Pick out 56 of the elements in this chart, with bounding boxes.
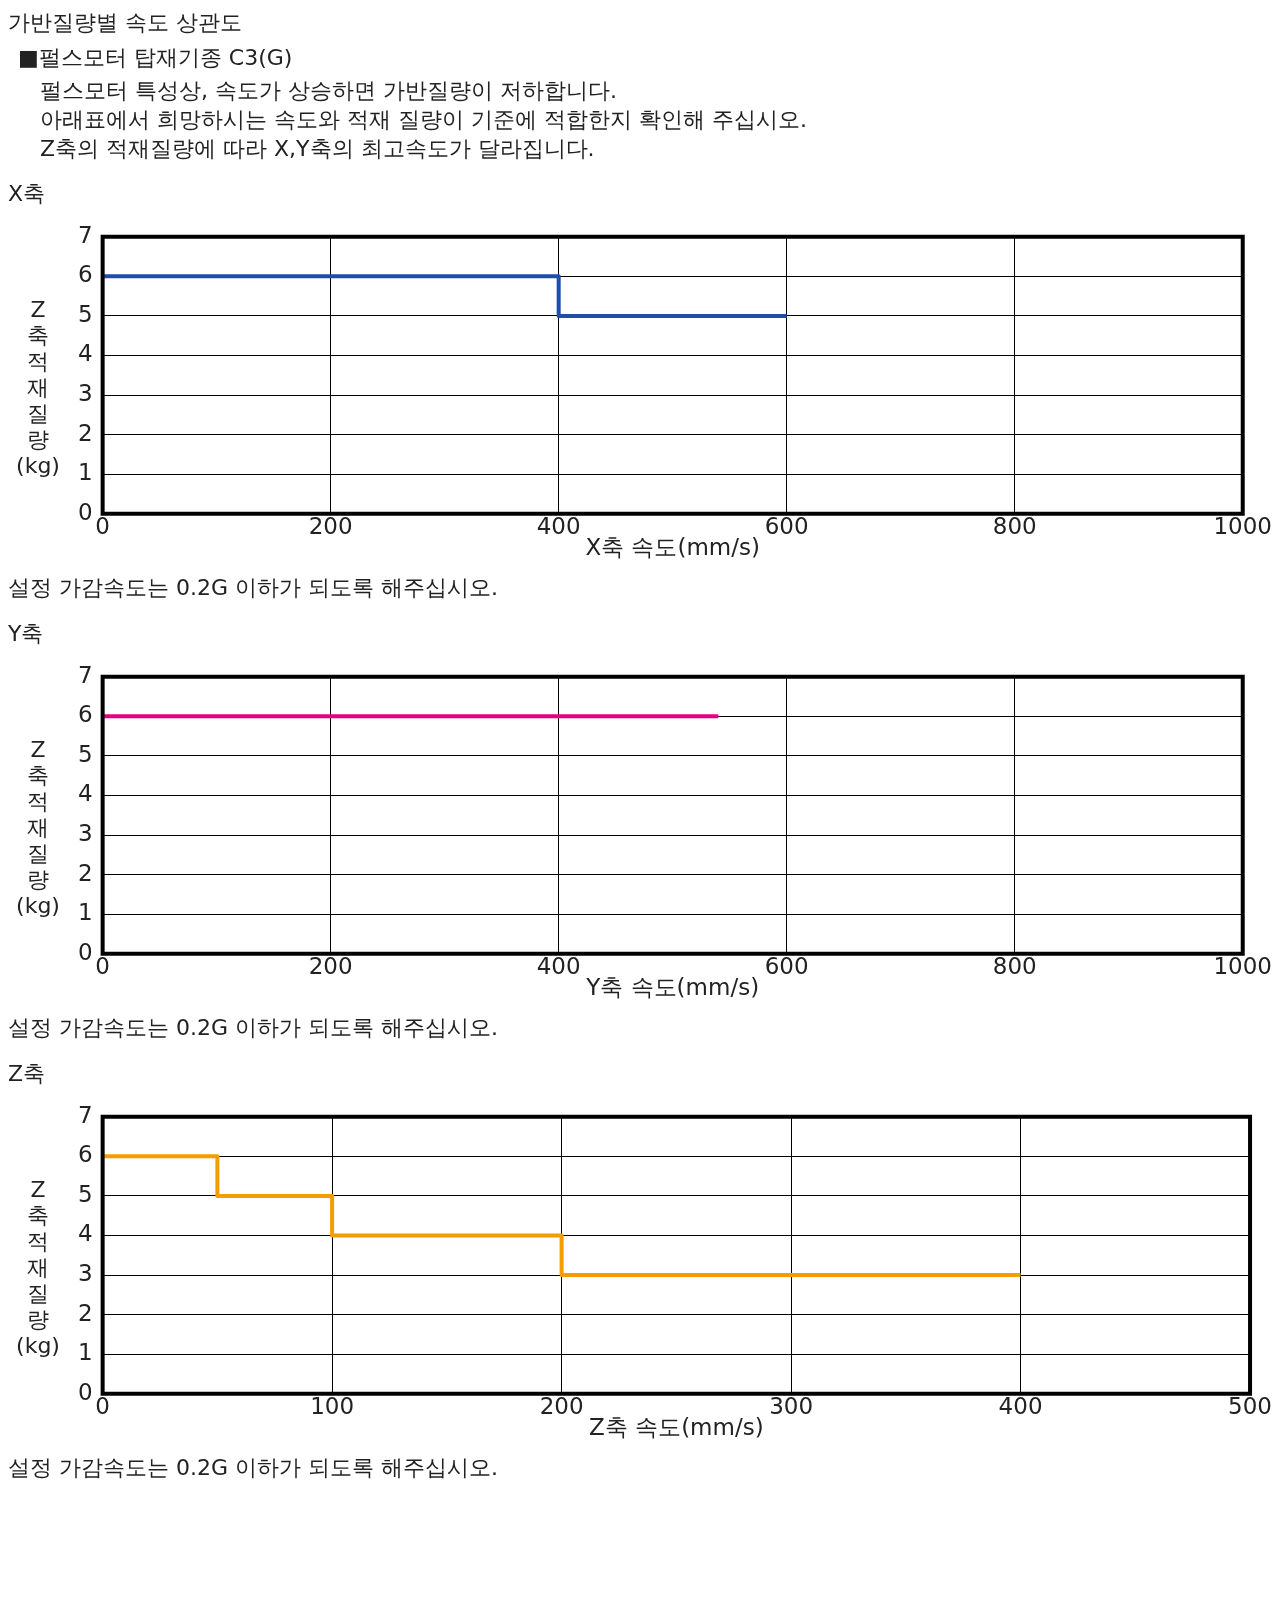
y-tick-label: 1 (77, 459, 93, 486)
x-tick-label: 600 (764, 952, 809, 979)
text: 설정 가감속도는 0.2G 이하가 되도록 해주십시오. (8, 1014, 499, 1042)
x-tick-label: 800 (992, 952, 1037, 979)
y-tick-label: 2 (77, 419, 93, 446)
y-tick-label: 1 (77, 899, 93, 926)
y-tick-label: 3 (77, 1260, 93, 1287)
y-tick-label: 5 (77, 300, 93, 327)
x-tick-label: 400 (998, 1392, 1043, 1419)
x-tick-label: 200 (308, 512, 353, 539)
y-tick-label: 6 (77, 261, 93, 288)
y-tick-label: 4 (77, 1220, 93, 1247)
y-tick-label: 3 (77, 380, 93, 407)
x-tick-label: 1000 (1213, 952, 1273, 979)
y-axis-title: Z축적재질량(kg) (16, 737, 60, 919)
x-axis-title: X축 속도(mm/s) (585, 534, 760, 561)
y-tick-label: 4 (77, 780, 93, 807)
x-tick-label: 200 (539, 1392, 584, 1419)
y-axis-title: Z축적재질량(kg) (16, 297, 60, 479)
text: 설정 가감속도는 0.2G 이하가 되도록 해주십시오. (8, 1454, 499, 1482)
y-tick-label: 7 (77, 1101, 93, 1128)
chart-title: X축 (8, 180, 47, 208)
text: 펄스모터 특성상, 속도가 상승하면 가반질량이 저하합니다. (40, 77, 618, 105)
text: 설정 가감속도는 0.2G 이하가 되도록 해주십시오. (8, 574, 499, 602)
x-tick-label: 1000 (1213, 512, 1273, 539)
y-tick-label: 5 (77, 740, 93, 767)
x-tick-label: 500 (1228, 1392, 1272, 1419)
x-axis-title: Z축 속도(mm/s) (589, 1414, 764, 1441)
chart-title: Z축 (8, 1060, 47, 1088)
y-tick-label: 4 (77, 340, 93, 367)
y-tick-label: 5 (77, 1180, 93, 1207)
y-tick-label: 1 (77, 1339, 93, 1366)
y-tick-label: 2 (77, 859, 93, 886)
text: Z축의 적재질량에 따라 X,Y축의 최고속도가 달라집니다. (40, 135, 596, 163)
y-tick-label: 7 (77, 221, 93, 248)
text: ■펄스모터 탑재기종 C3(G) (18, 44, 294, 72)
x-tick-label: 100 (310, 1392, 355, 1419)
text: 아래표에서 희망하시는 속도와 적재 질량이 기준에 적합한지 확인해 주십시오. (40, 106, 808, 134)
x-tick-label: 300 (769, 1392, 814, 1419)
x-tick-label: 0 (95, 952, 110, 979)
y-tick-label: 7 (77, 661, 93, 688)
x-tick-label: 0 (95, 1392, 110, 1419)
x-tick-label: 400 (536, 512, 581, 539)
chart-title: Y축 (8, 620, 45, 648)
y-axis-title: Z축적재질량(kg) (16, 1177, 60, 1359)
x-tick-label: 600 (764, 512, 809, 539)
x-tick-label: 200 (308, 952, 353, 979)
x-axis-title: Y축 속도(mm/s) (585, 974, 760, 1001)
x-tick-label: 800 (992, 512, 1037, 539)
y-tick-label: 2 (77, 1299, 93, 1326)
x-tick-label: 400 (536, 952, 581, 979)
x-tick-label: 0 (95, 512, 110, 539)
y-tick-label: 6 (77, 701, 93, 728)
y-tick-label: 3 (77, 820, 93, 847)
y-tick-label: 6 (77, 1141, 93, 1168)
text: 가반질량별 속도 상관도 (8, 9, 243, 37)
